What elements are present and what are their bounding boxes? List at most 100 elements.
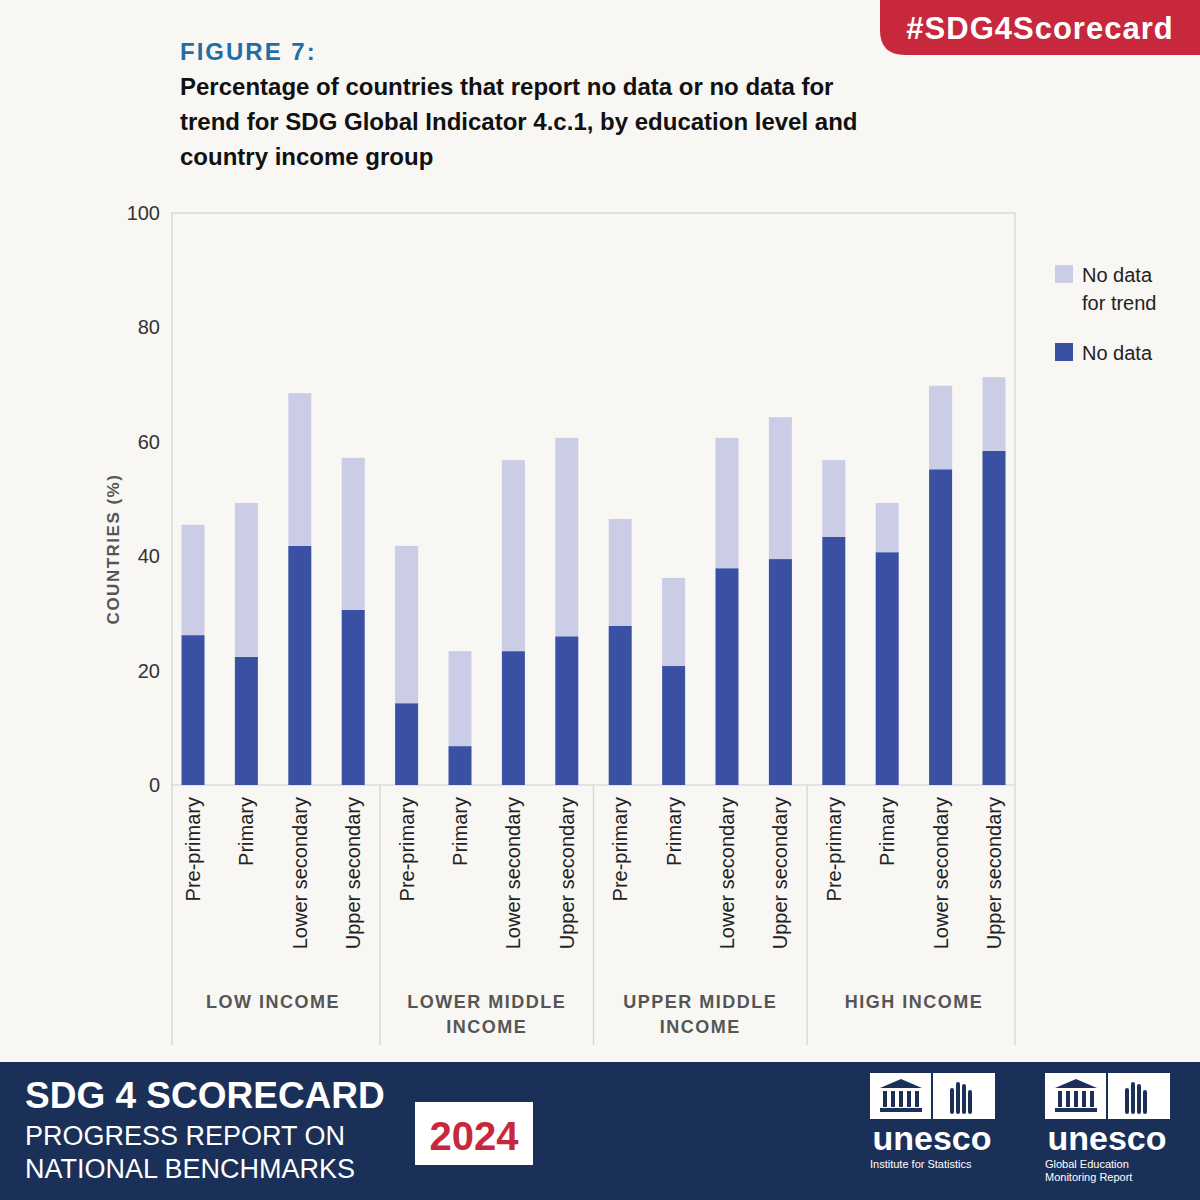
bar-segment (288, 393, 311, 546)
logo-box (1045, 1073, 1170, 1119)
plot-frame (172, 213, 1015, 1045)
logo-column (883, 1091, 887, 1107)
legend-label-line: No data (1082, 342, 1153, 364)
logo-roof (1055, 1079, 1097, 1088)
logo-divider (931, 1073, 933, 1119)
title-line: country income group (180, 143, 433, 170)
bar-segment (288, 546, 311, 785)
bar-segment (983, 377, 1006, 451)
bar-segment (822, 460, 845, 537)
bar-segment (662, 666, 685, 785)
legend-swatch (1055, 343, 1073, 361)
bar-segment (609, 519, 632, 626)
bar-segment (769, 559, 792, 785)
bar-segment (609, 626, 632, 785)
logo-column (915, 1091, 919, 1107)
logo-name: unesco (872, 1119, 991, 1157)
chart-root: #SDG4Scorecard FIGURE 7: Percentage of cou… (0, 0, 1200, 1200)
x-tick-label: Lower secondary (930, 797, 952, 949)
x-tick-label: Pre-primary (396, 797, 418, 901)
bar-segment (395, 703, 418, 785)
group-label-line: LOW INCOME (206, 992, 340, 1012)
group-separator (593, 785, 595, 1045)
bar-segment (555, 438, 578, 636)
footer-band (0, 1062, 1200, 1200)
x-tick-label: Lower secondary (502, 797, 524, 949)
logo-caption: Monitoring Report (1045, 1171, 1132, 1183)
group-separator (806, 785, 808, 1045)
logo-box (870, 1073, 995, 1119)
y-tick-label: 20 (138, 660, 160, 682)
x-tick-label: Primary (663, 797, 685, 866)
bar-segment (876, 503, 899, 552)
x-tick-label: Lower secondary (289, 797, 311, 949)
logo-divider (1106, 1073, 1108, 1119)
bar-segment (342, 610, 365, 785)
figure-label: FIGURE 7: (180, 38, 317, 65)
y-tick-label: 100 (127, 202, 160, 224)
bar-segment (182, 525, 205, 635)
group-separator (379, 785, 381, 1045)
hashtag-badge (880, 0, 1200, 55)
x-tick-label: Primary (449, 797, 471, 866)
x-tick-label: Upper secondary (556, 797, 578, 949)
bar-segment (716, 568, 739, 785)
bar-segment (769, 417, 792, 559)
logo-base (1055, 1108, 1097, 1112)
group-label: LOW INCOME (206, 992, 340, 1012)
bar-segment (235, 503, 258, 657)
background (0, 0, 1200, 1200)
logo-column (1066, 1091, 1070, 1107)
x-tick-label: Pre-primary (182, 797, 204, 901)
bar-segment (555, 636, 578, 785)
group-label: HIGH INCOME (845, 992, 984, 1012)
logo-hand (952, 1084, 970, 1112)
bar-segment (449, 746, 472, 785)
group-label-line: INCOME (660, 1017, 741, 1037)
logo (1045, 1073, 1170, 1119)
x-tick-label: Primary (235, 797, 257, 866)
bar-segment (929, 386, 952, 470)
x-tick-label: Pre-primary (609, 797, 631, 901)
group-label-line: UPPER MIDDLE (623, 992, 777, 1012)
group-label-line: LOWER MIDDLE (407, 992, 566, 1012)
bar-segment (983, 451, 1006, 785)
title-line: Percentage of countries that report no d… (180, 73, 833, 100)
bar-segment (929, 469, 952, 785)
legend-label: No data for trend (1082, 264, 1156, 314)
bar-segment (876, 552, 899, 785)
y-axis-label: COUNTRIES (%) (104, 474, 123, 625)
year: 2024 (430, 1114, 520, 1158)
bar-segment (235, 657, 258, 785)
logo-name: unesco (1047, 1119, 1166, 1157)
title: Percentage of countries that report no d… (180, 73, 857, 170)
bar-segment (662, 578, 685, 666)
chart-svg: #SDG4Scorecard FIGURE 7: Percentage of cou… (0, 0, 1200, 1200)
y-tick-label: 60 (138, 431, 160, 453)
legend-label-line: No data (1082, 264, 1153, 286)
group-label-line: INCOME (446, 1017, 527, 1037)
legend-label: No data (1082, 342, 1153, 364)
logo-column (1058, 1091, 1062, 1107)
bar-segment (182, 635, 205, 785)
x-tick-label: Pre-primary (823, 797, 845, 901)
logo-column (1082, 1091, 1086, 1107)
bars (182, 377, 1006, 785)
legend-label-line: for trend (1082, 292, 1156, 314)
bar-segment (449, 651, 472, 746)
y-tick-label: 0 (149, 774, 160, 796)
footer-line: PROGRESS REPORT ON (25, 1121, 345, 1151)
year-box (415, 1102, 533, 1165)
logo-column (907, 1091, 911, 1107)
y-tick-label: 80 (138, 316, 160, 338)
x-tick-label: Upper secondary (769, 797, 791, 949)
x-tick-label: Upper secondary (983, 797, 1005, 949)
hashtag: #SDG4Scorecard (906, 11, 1173, 46)
logo-caption: Institute for Statistics (870, 1158, 972, 1170)
bar-segment (822, 537, 845, 785)
bar-segment (395, 546, 418, 703)
footer-line: NATIONAL BENCHMARKS (25, 1154, 355, 1184)
group-label: LOWER MIDDLE INCOME (407, 992, 566, 1037)
logo-column (891, 1091, 895, 1107)
logo-roof (880, 1079, 922, 1088)
